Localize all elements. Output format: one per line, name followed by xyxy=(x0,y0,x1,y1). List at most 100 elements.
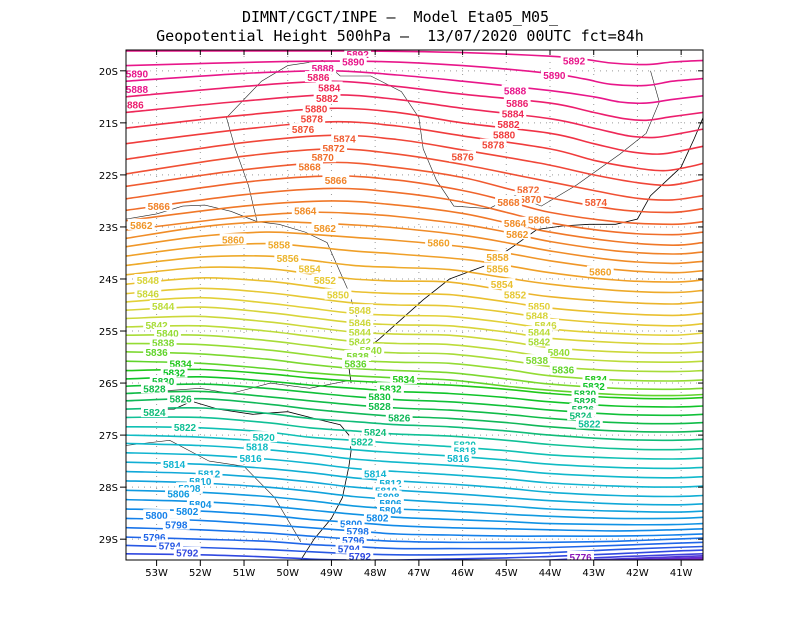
contour-label: 5856 xyxy=(277,254,300,265)
contour-label: 5854 xyxy=(491,280,514,291)
contour-label: 5850 xyxy=(327,291,350,302)
contour-label: 5882 xyxy=(497,120,520,131)
contour-label-bg xyxy=(304,71,332,83)
contour-label: 5822 xyxy=(578,420,601,431)
contour-label: 5878 xyxy=(482,141,505,152)
contour-label-bg xyxy=(331,132,358,144)
contour-label-bg xyxy=(346,335,374,347)
contour-label-bg xyxy=(296,262,323,274)
contour-label: 5876 xyxy=(451,153,474,164)
contour-5794 xyxy=(126,544,703,556)
x-tick-label: 42W xyxy=(626,568,649,579)
contour-label: 5834 xyxy=(392,375,415,386)
contour-label-bg xyxy=(361,425,389,437)
contour-label-bg xyxy=(523,309,551,321)
contour-label-bg xyxy=(372,484,400,496)
contour-label-bg xyxy=(337,517,365,529)
state-border xyxy=(226,60,660,222)
contour-5800 xyxy=(126,517,703,537)
contour-label: 5826 xyxy=(388,413,411,424)
contour-label-bg xyxy=(569,403,597,415)
contour-5866 xyxy=(126,211,703,255)
contour-label: 5874 xyxy=(585,198,608,209)
contour-label-bg xyxy=(377,504,404,516)
coastline-south xyxy=(126,400,352,560)
contour-5802 xyxy=(126,508,703,532)
contour-label: 5844 xyxy=(349,328,372,339)
contour-labels: 5892589058885886588858905886588458825880… xyxy=(121,50,614,560)
contour-label-bg xyxy=(344,350,372,361)
contour-5846 xyxy=(126,315,703,354)
contour-label: 5792 xyxy=(176,549,199,560)
contour-label: 5862 xyxy=(506,230,529,241)
contour-label-bg xyxy=(451,438,479,450)
contour-label: 5798 xyxy=(165,521,188,532)
contour-5834 xyxy=(126,368,703,400)
contour-label: 5870 xyxy=(312,153,335,164)
y-tick-label: 22S xyxy=(99,171,118,182)
contour-lines xyxy=(126,50,703,560)
contour-label-bg xyxy=(348,435,376,447)
contour-label-bg xyxy=(324,288,352,300)
contour-label-bg xyxy=(501,216,529,228)
contour-5798 xyxy=(126,526,703,544)
y-tick-label: 24S xyxy=(99,275,118,286)
axes: 53W 52W 51W 50W 49W 48W 47W 46W 45W 44W 43W 42W 41W 2… xyxy=(99,50,703,579)
contour-5860 xyxy=(126,242,703,283)
contour-label: 5834 xyxy=(170,359,193,370)
contour-label: 5796 xyxy=(143,533,166,544)
contour-5796 xyxy=(126,536,703,550)
contour-label: 5886 xyxy=(121,101,144,112)
y-tick-label: 21S xyxy=(99,119,118,130)
contour-label-bg xyxy=(575,417,603,429)
contour-5810 xyxy=(126,470,703,506)
contour-label-bg xyxy=(309,151,337,163)
x-tick-label: 48W xyxy=(364,568,387,579)
contour-label-bg xyxy=(366,399,393,411)
contour-label: 5884 xyxy=(502,109,525,120)
contour-label: 5828 xyxy=(574,397,597,408)
contour-label: 5888 xyxy=(312,64,335,75)
contour-label-bg xyxy=(320,141,348,153)
y-tick-label: 27S xyxy=(99,431,118,442)
contour-label: 5848 xyxy=(137,276,160,287)
contour-label-bg xyxy=(479,138,507,150)
contour-label-bg xyxy=(444,452,472,463)
contour-label-bg xyxy=(274,252,302,264)
contour-label: 5844 xyxy=(152,302,175,313)
contour-label-bg xyxy=(499,107,527,119)
contour-5828 xyxy=(126,390,703,425)
contour-label-bg xyxy=(186,474,214,486)
contour-label-bg xyxy=(173,546,201,558)
contour-label-bg xyxy=(385,411,413,423)
contour-label-bg xyxy=(315,81,343,93)
contour-label: 5848 xyxy=(349,306,372,317)
contour-label-bg xyxy=(560,54,588,66)
contour-label-bg xyxy=(243,440,271,452)
contour-label-bg xyxy=(503,228,531,240)
contour-label-bg xyxy=(582,195,610,207)
contour-label-bg xyxy=(302,102,330,114)
contour-label: 5874 xyxy=(333,134,356,145)
contour-label: 5842 xyxy=(528,337,551,348)
contour-label-bg xyxy=(346,326,374,338)
contour-label-bg xyxy=(495,195,522,207)
contour-5870 xyxy=(126,187,703,236)
contour-5888 xyxy=(126,69,703,105)
contour-label-bg xyxy=(145,200,173,212)
x-tick-label: 47W xyxy=(408,568,431,579)
contour-label: 5822 xyxy=(174,423,197,434)
contour-label: 5846 xyxy=(137,290,160,301)
contour-label-bg xyxy=(265,238,293,250)
contour-5822 xyxy=(126,416,703,451)
contour-label-bg xyxy=(488,278,516,290)
contour-5844 xyxy=(126,324,703,364)
contour-label-bg xyxy=(586,265,614,277)
contour-label-bg xyxy=(525,326,553,338)
contour-label-bg xyxy=(567,409,595,421)
contour-label: 5886 xyxy=(506,99,529,110)
contour-label-bg xyxy=(311,221,339,233)
contour-label-bg xyxy=(374,490,402,502)
contour-label-bg xyxy=(346,549,374,560)
